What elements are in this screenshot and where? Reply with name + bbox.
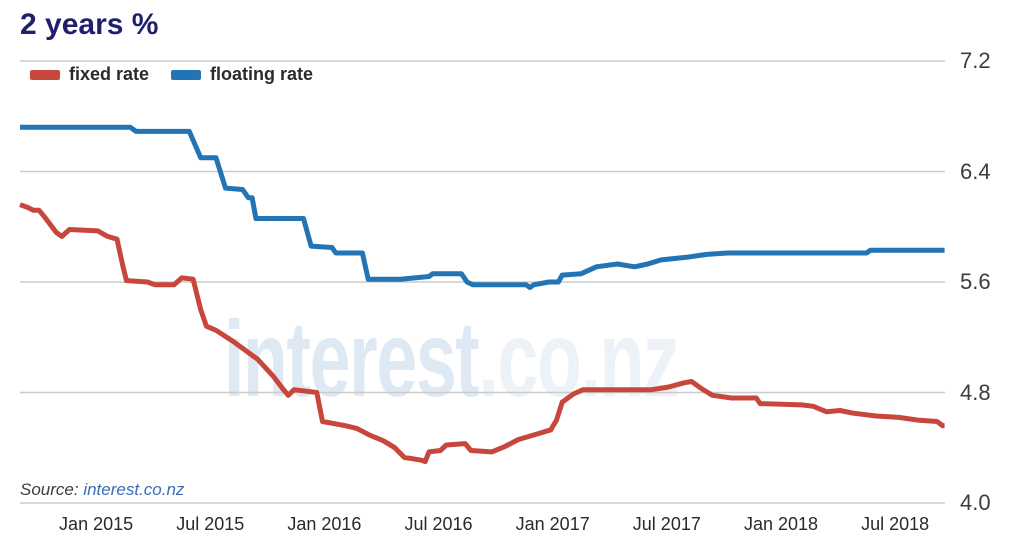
y-axis-label: 6.4 [960,158,991,184]
x-axis-label: Jul 2017 [632,514,701,534]
source-label: Source: [20,480,84,499]
source-link[interactable]: interest.co.nz [83,480,185,499]
floating-rate-swatch [171,69,202,80]
legend-label-floating-rate: floating rate [210,64,314,84]
x-axis-label: Jul 2015 [176,514,245,534]
x-axis-label: Jan 2018 [743,514,819,534]
legend: fixed rate floating rate [30,64,313,85]
chart-title: 2 years % [20,8,159,41]
y-axis-label: 7.2 [960,48,991,73]
x-axis-label: Jan 2017 [515,514,590,534]
y-axis-label: 4.0 [960,490,991,515]
y-axis-label: 5.6 [960,269,991,294]
fixed-rate-swatch [30,69,60,80]
legend-item-floating-rate: floating rate [171,64,313,85]
gridlines [20,60,945,504]
fixed-rate-line [19,202,946,465]
legend-label-fixed-rate: fixed rate [69,64,150,84]
x-axis-label: Jan 2016 [287,514,362,534]
x-axis-label: Jul 2016 [404,514,473,534]
legend-item-fixed-rate: fixed rate [30,64,149,85]
source-line: Source: interest.co.nz [20,480,184,500]
y-axis-label: 4.8 [960,379,991,405]
x-axis-label: Jul 2018 [861,514,930,534]
floating-rate-line [20,124,945,290]
x-axis-label: Jan 2015 [59,514,134,534]
